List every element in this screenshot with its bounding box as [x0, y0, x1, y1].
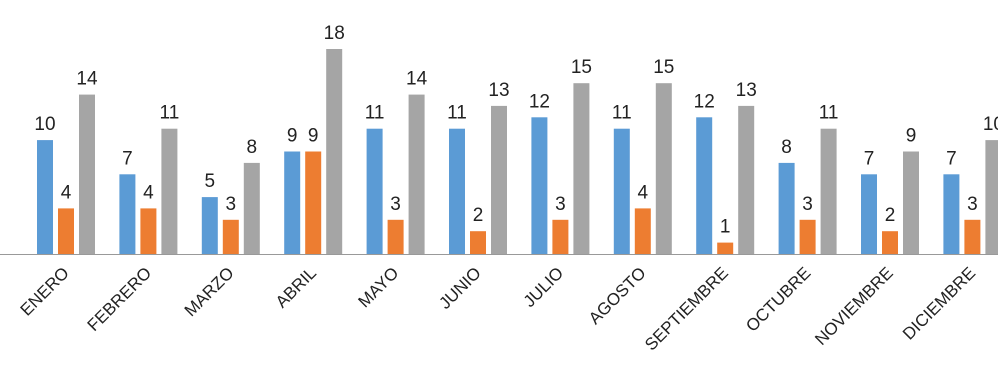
bar-orange-septiembre: [717, 242, 734, 254]
data-label-blue-enero: 10: [34, 114, 55, 135]
data-label-gray-octubre: 11: [819, 103, 839, 124]
category-label-febrero: FEBRERO: [84, 263, 156, 335]
data-label-blue-octubre: 8: [781, 137, 792, 158]
data-label-gray-diciembre: 10: [983, 114, 998, 135]
data-label-orange-agosto: 4: [638, 182, 649, 203]
bar-blue-marzo: [201, 197, 218, 254]
category-label-enero: ENERO: [17, 263, 73, 319]
bar-orange-abril: [305, 151, 322, 254]
category-label-abril: ABRIL: [272, 263, 320, 311]
data-label-orange-julio: 3: [555, 194, 566, 215]
data-label-gray-junio: 13: [488, 80, 509, 101]
data-label-gray-abril: 18: [324, 23, 345, 44]
bar-gray-mayo: [408, 94, 425, 254]
data-label-blue-diciembre: 7: [946, 148, 957, 169]
bar-gray-agosto: [655, 83, 672, 254]
bar-orange-octubre: [799, 219, 816, 254]
bar-gray-abril: [326, 49, 343, 254]
data-label-orange-junio: 2: [473, 205, 484, 226]
bar-blue-septiembre: [696, 117, 713, 254]
bar-gray-junio: [491, 105, 507, 255]
bar-blue-octubre: [778, 162, 795, 254]
data-label-gray-julio: 15: [571, 57, 592, 78]
bar-blue-enero: [37, 140, 53, 254]
data-label-orange-noviembre: 2: [885, 205, 896, 226]
bar-orange-marzo: [222, 219, 239, 254]
bar-gray-febrero: [161, 128, 178, 254]
category-label-octubre: OCTUBRE: [742, 263, 814, 335]
data-label-gray-mayo: 14: [406, 69, 428, 90]
bar-blue-junio: [449, 128, 465, 254]
bars-layer: [37, 49, 998, 255]
bar-orange-noviembre: [882, 231, 898, 254]
bar-blue-febrero: [119, 174, 136, 254]
category-label-septiembre: SEPTIEMBRE: [641, 263, 732, 354]
data-label-gray-febrero: 11: [160, 103, 180, 124]
data-label-blue-agosto: 11: [612, 103, 632, 124]
category-label-agosto: AGOSTO: [585, 263, 650, 328]
bar-orange-enero: [58, 208, 74, 254]
data-label-blue-febrero: 7: [122, 148, 133, 169]
category-label-marzo: MARZO: [181, 263, 238, 320]
bar-orange-mayo: [387, 219, 404, 254]
data-label-blue-mayo: 11: [365, 103, 385, 124]
data-label-blue-marzo: 5: [205, 171, 216, 192]
data-label-gray-marzo: 8: [247, 137, 258, 158]
bar-orange-julio: [552, 219, 569, 254]
data-label-orange-mayo: 3: [390, 194, 401, 215]
data-label-orange-septiembre: 1: [720, 217, 731, 238]
category-label-mayo: MAYO: [354, 263, 402, 311]
bar-gray-octubre: [820, 128, 837, 254]
data-label-orange-marzo: 3: [226, 194, 237, 215]
data-label-blue-septiembre: 12: [694, 91, 715, 112]
data-label-gray-septiembre: 13: [736, 80, 757, 101]
data-label-orange-enero: 4: [61, 182, 72, 203]
category-label-noviembre: NOVIEMBRE: [811, 263, 897, 349]
data-label-orange-octubre: 3: [802, 194, 813, 215]
data-label-orange-febrero: 4: [143, 182, 154, 203]
bar-orange-diciembre: [964, 219, 981, 254]
data-label-gray-noviembre: 9: [906, 126, 917, 147]
category-label-junio: JUNIO: [435, 263, 484, 312]
category-label-julio: JULIO: [520, 263, 568, 311]
bar-gray-septiembre: [738, 105, 755, 255]
bar-gray-diciembre: [985, 140, 998, 254]
bar-blue-abril: [284, 151, 301, 254]
data-label-orange-abril: 9: [308, 126, 319, 147]
data-label-blue-abril: 9: [287, 126, 298, 147]
data-label-blue-noviembre: 7: [864, 148, 875, 169]
data-label-blue-junio: 11: [447, 103, 467, 124]
bar-gray-julio: [573, 83, 590, 254]
bar-orange-febrero: [140, 208, 157, 254]
data-label-gray-enero: 14: [76, 69, 98, 90]
data-label-orange-diciembre: 3: [967, 194, 978, 215]
bar-gray-noviembre: [903, 151, 919, 254]
bar-gray-marzo: [243, 162, 260, 254]
bar-orange-agosto: [634, 208, 651, 254]
bar-blue-diciembre: [943, 174, 960, 254]
bar-blue-agosto: [613, 128, 630, 254]
category-label-diciembre: DICIEMBRE: [899, 263, 979, 343]
data-label-gray-agosto: 15: [653, 57, 674, 78]
data-label-blue-julio: 12: [529, 91, 550, 112]
bar-gray-enero: [79, 94, 95, 254]
bar-blue-julio: [531, 117, 548, 254]
bar-blue-noviembre: [861, 174, 877, 254]
bar-orange-junio: [470, 231, 486, 254]
bar-blue-mayo: [366, 128, 383, 254]
category-labels-layer: ENERO FEBRERO MARZO ABRIL MAYO JUNIO JULIO AGOS…: [17, 263, 980, 354]
